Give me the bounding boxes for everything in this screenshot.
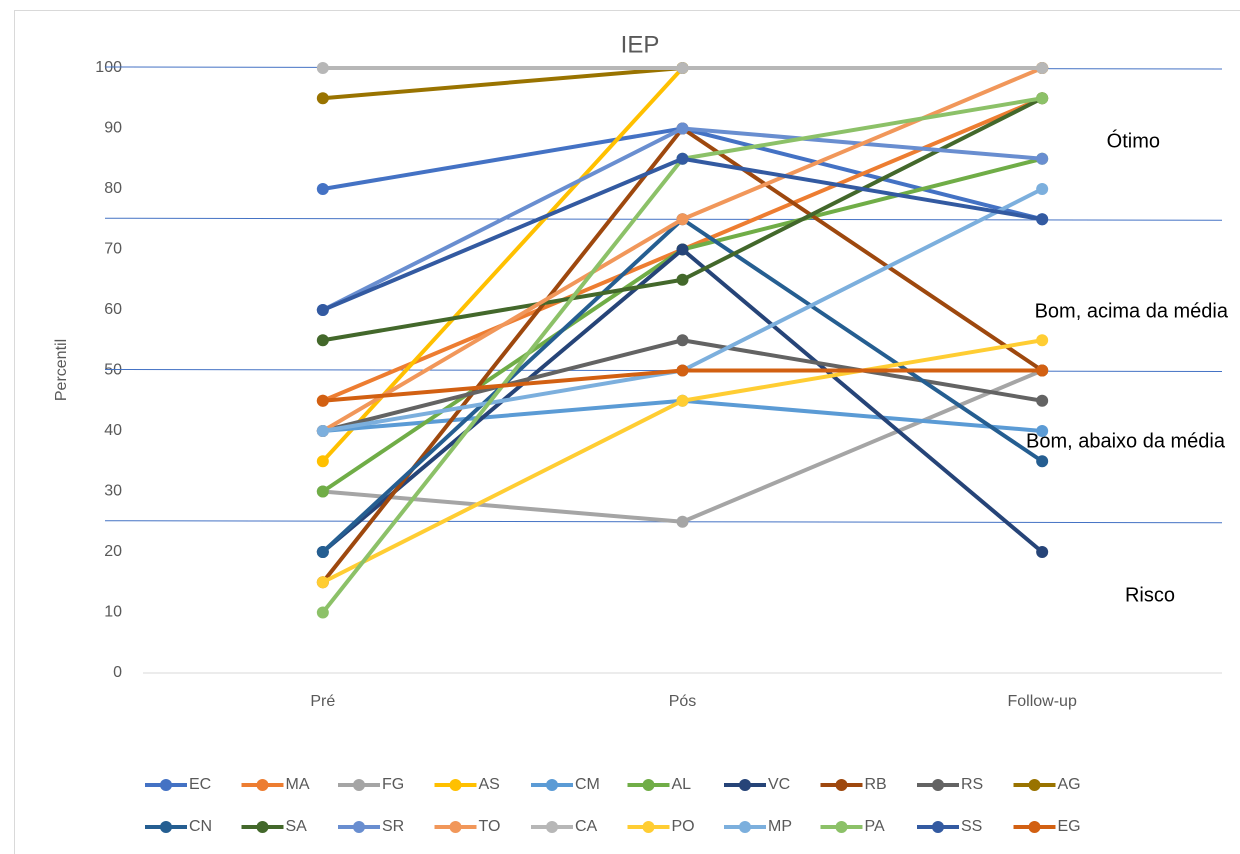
x-tick-label: Follow-up xyxy=(1007,693,1076,710)
legend-label: SA xyxy=(286,818,308,835)
data-point xyxy=(316,394,329,407)
data-point xyxy=(316,576,329,589)
legend-marker xyxy=(353,779,365,791)
data-point xyxy=(676,334,689,347)
data-point xyxy=(316,425,329,437)
legend-marker xyxy=(642,779,655,791)
legend-marker xyxy=(160,821,172,833)
legend-marker xyxy=(256,821,269,833)
data-point xyxy=(676,62,689,74)
data-point xyxy=(676,273,689,286)
series-line xyxy=(322,156,1043,312)
legend-label: EG xyxy=(1058,818,1081,835)
data-point xyxy=(676,152,689,165)
legend-marker xyxy=(449,821,462,833)
legend-label: AS xyxy=(479,776,500,793)
chart-title: IEP xyxy=(621,31,660,58)
legend-label: EC xyxy=(189,776,211,793)
y-tick-label: 30 xyxy=(104,483,122,500)
legend-label: MP xyxy=(768,818,792,835)
series-line xyxy=(321,156,1043,494)
data-point xyxy=(316,546,329,558)
data-point xyxy=(676,515,689,528)
legend-marker xyxy=(1028,779,1041,791)
data-point xyxy=(316,334,329,347)
data-point xyxy=(316,485,329,498)
legend-label: MA xyxy=(286,776,310,793)
data-point xyxy=(1036,183,1049,195)
legend-label: RB xyxy=(865,776,887,793)
data-point xyxy=(316,183,329,195)
legend-marker xyxy=(932,779,944,791)
legend-marker xyxy=(932,821,944,833)
legend-marker xyxy=(739,821,751,833)
data-point xyxy=(316,62,329,74)
legend-label: TO xyxy=(479,818,501,835)
legend-marker xyxy=(739,779,751,791)
x-tick-label: Pré xyxy=(310,693,335,710)
legend-label: SR xyxy=(382,818,404,835)
y-tick-label: 40 xyxy=(104,422,122,439)
data-point xyxy=(316,92,329,105)
data-point xyxy=(1036,455,1049,468)
data-point xyxy=(676,394,689,407)
legend-label: CN xyxy=(189,818,212,835)
legend-marker xyxy=(835,779,848,791)
y-tick-label: 90 xyxy=(104,120,122,137)
legend-label: AG xyxy=(1058,776,1081,793)
y-tick-label: 10 xyxy=(104,604,122,621)
data-point xyxy=(316,455,329,468)
legend-label: AL xyxy=(672,776,692,793)
legend-label: CA xyxy=(575,818,598,835)
reference-line xyxy=(104,217,1223,221)
data-point xyxy=(1036,62,1049,74)
annotation: Ótimo xyxy=(1107,129,1160,152)
legend-marker xyxy=(160,779,172,791)
data-point xyxy=(1036,152,1049,165)
data-point xyxy=(1036,425,1049,437)
legend-label: SS xyxy=(961,818,982,835)
annotation: Bom, abaixo da média xyxy=(1026,430,1226,452)
legend-label: VC xyxy=(768,776,790,793)
annotation: Bom, acima da média xyxy=(1035,300,1229,322)
data-point xyxy=(676,364,689,377)
y-tick-label: 70 xyxy=(104,241,122,258)
legend-label: FG xyxy=(382,776,404,793)
x-tick-label: Pós xyxy=(669,693,697,710)
chart-border xyxy=(14,10,1240,854)
data-point xyxy=(1036,213,1049,226)
y-tick-label: 100 xyxy=(95,59,122,76)
legend-marker xyxy=(353,821,365,833)
data-point xyxy=(1036,92,1049,105)
legend-label: RS xyxy=(961,776,983,793)
data-point xyxy=(676,213,689,226)
y-tick-label: 60 xyxy=(104,301,122,318)
legend-marker xyxy=(1028,821,1041,833)
data-point xyxy=(676,243,689,256)
legend-label: PO xyxy=(672,818,695,835)
legend-marker xyxy=(835,821,848,833)
annotation: Risco xyxy=(1125,584,1175,606)
data-point xyxy=(316,606,329,619)
data-point xyxy=(676,122,689,135)
legend-label: CM xyxy=(575,776,600,793)
y-tick-label: 0 xyxy=(113,664,122,681)
data-point xyxy=(1036,546,1049,558)
data-point xyxy=(1036,334,1049,347)
legend-marker xyxy=(546,779,558,791)
legend-marker xyxy=(449,779,462,791)
legend-marker xyxy=(642,821,655,833)
data-point xyxy=(1036,394,1049,407)
legend-marker xyxy=(546,821,558,833)
y-tick-label: 80 xyxy=(104,180,122,197)
legend-label: PA xyxy=(865,818,885,835)
series-line xyxy=(322,187,1044,433)
data-point xyxy=(316,304,329,316)
y-axis-label: Percentil xyxy=(53,339,70,401)
data-point xyxy=(1036,364,1049,377)
legend-marker xyxy=(256,779,269,791)
y-tick-label: 20 xyxy=(104,543,122,560)
y-tick-label: 50 xyxy=(104,362,122,379)
